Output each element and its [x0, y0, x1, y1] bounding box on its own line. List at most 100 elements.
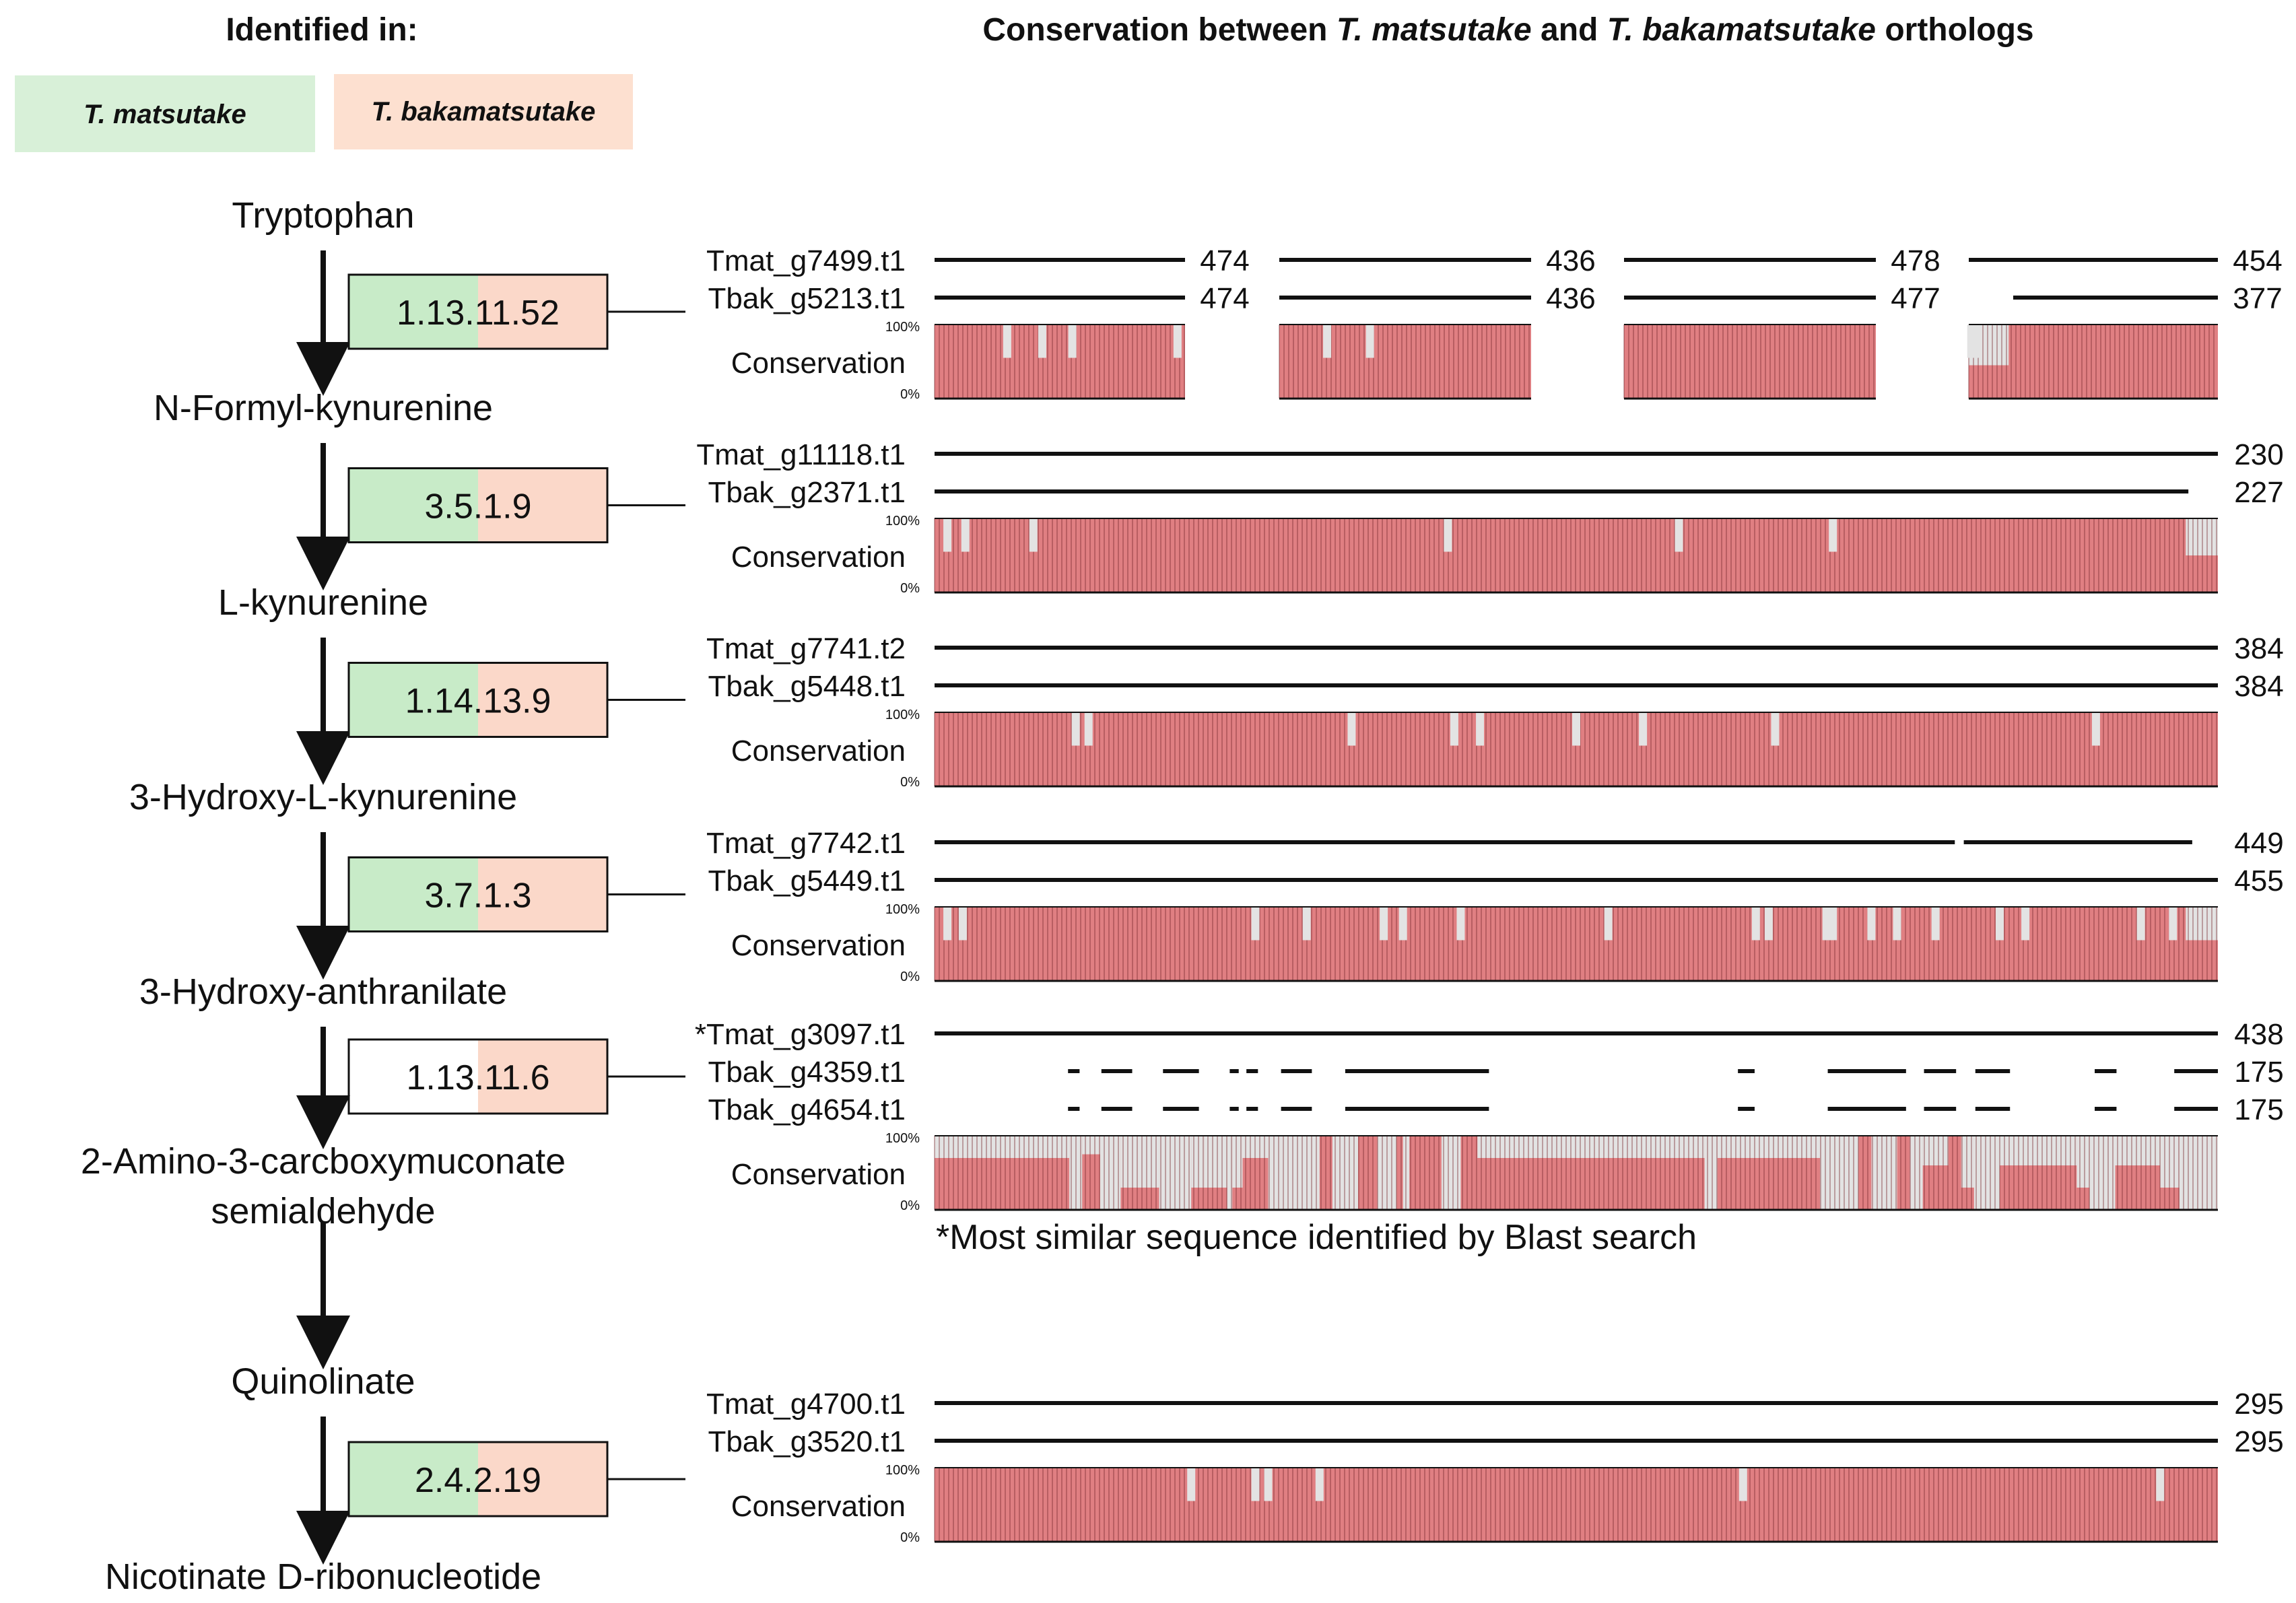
alignment-panel: Tmat_g7742.t1 449 Tbak_g5449.t1 455 Conserva…	[706, 827, 2284, 984]
scale-bottom-label: 0%	[900, 969, 920, 984]
compound-label: Nicotinate D-ribonucleotide	[105, 1557, 541, 1597]
enzyme-box-peach-fill	[478, 468, 607, 543]
sequence-length-label: 438	[2234, 1018, 2283, 1051]
conservation-dip	[943, 518, 952, 552]
sequence-id-label: Tmat_g7499.t1	[706, 244, 906, 277]
enzyme-ec-label: 1.13.11.52	[397, 294, 560, 333]
conservation-dip	[1315, 1468, 1324, 1501]
conservation-gap	[1922, 1136, 1949, 1165]
conservation-gap	[1704, 1136, 1718, 1210]
compound-label: N-Formyl-kynurenine	[154, 388, 493, 428]
sequence-id-label: Tbak_g4359.t1	[708, 1056, 906, 1089]
conservation-dip	[1476, 712, 1485, 746]
sequence-id-label: Tbak_g5449.t1	[708, 864, 906, 897]
enzyme-box-green-fill	[349, 1442, 478, 1516]
enzyme-ec-label: 1.14.13.9	[405, 682, 551, 721]
conservation-dip	[1822, 907, 1831, 941]
conservation-gap	[1268, 1136, 1281, 1210]
conservation-gap	[2186, 518, 2218, 555]
scale-top-label: 100%	[885, 320, 920, 335]
sequence-id-label: Tbak_g5213.t1	[708, 282, 906, 315]
sequence-length-label: 477	[1891, 282, 1940, 315]
compound-label: L-kynurenine	[218, 582, 428, 623]
conservation-dip	[1365, 325, 1374, 358]
conservation-dip	[1931, 907, 1940, 941]
conservation-dip	[1604, 907, 1613, 941]
sequence-length-label: 377	[2233, 282, 2282, 315]
legend-label-bakamatsutake: T. bakamatsutake	[372, 97, 596, 127]
conservation-gap	[2089, 1136, 2116, 1210]
sequence-length-label: 295	[2234, 1388, 2283, 1421]
enzyme-box-green-fill	[349, 468, 478, 543]
conservation-label: Conservation	[731, 541, 906, 574]
conservation-gap	[1961, 1136, 1974, 1188]
conservation-dip	[1675, 518, 1683, 552]
enzyme-box-peach-fill	[478, 1039, 607, 1114]
conservation-heading-prefix: Conservation between	[982, 12, 1336, 48]
sequence-length-label: 449	[2234, 827, 2283, 860]
alignment-panel: *Tmat_g3097.t1 438 Tbak_g4359.t1 175 Tbak_g4…	[695, 1018, 2284, 1213]
conservation-dip	[1323, 325, 1332, 358]
legend-swatch-matsutake	[15, 75, 315, 152]
conservation-gap	[1871, 1136, 1897, 1210]
conservation-gap	[1227, 1136, 1233, 1210]
conservation-dip	[958, 907, 967, 941]
conservation-heading-species-a: T. matsutake	[1337, 12, 1532, 48]
sequence-length-label: 474	[1200, 282, 1249, 315]
conservation-dip	[1450, 712, 1458, 746]
conservation-dip	[1771, 712, 1780, 746]
conservation-dip	[1764, 907, 1773, 941]
enzyme-box-green-fill	[349, 275, 478, 349]
conservation-dip	[1029, 518, 1038, 552]
sequence-length-label: 227	[2234, 476, 2283, 509]
conservation-dip	[2156, 1468, 2165, 1501]
compound-label: 2-Amino-3-carcboxymuconate	[81, 1141, 566, 1182]
conservation-dip	[1738, 1468, 1747, 1501]
sequence-id-label: Tmat_g7742.t1	[706, 827, 906, 860]
sequence-id-label: *Tmat_g3097.t1	[695, 1018, 906, 1051]
legend: T. matsutake T. bakamatsutake	[15, 74, 633, 152]
conservation-dip	[961, 518, 970, 552]
pathway: Tryptophan N-Formyl-kynurenine L-kynurenin…	[81, 195, 685, 1597]
conservation-dip	[1995, 907, 2004, 941]
scale-bottom-label: 0%	[900, 581, 920, 596]
conservation-dip	[1829, 907, 1837, 941]
enzyme-box: 1.14.13.9	[347, 662, 685, 738]
enzyme-box-green-fill	[349, 662, 478, 737]
enzyme-box: 3.7.1.3	[347, 856, 685, 932]
conservation-dip	[2136, 907, 2145, 941]
compound-label: 3-Hydroxy-L-kynurenine	[129, 777, 517, 817]
conservation-dip	[943, 907, 952, 941]
conservation-gap	[1999, 1136, 2077, 1165]
conservation-dip	[1751, 907, 1760, 941]
conservation-dip	[1302, 907, 1311, 941]
conservation-dip	[1893, 907, 1901, 941]
identified-in-heading: Identified in:	[226, 12, 417, 48]
conservation-dip	[1264, 1468, 1273, 1501]
enzyme-box-peach-fill	[478, 662, 607, 737]
conservation-plot-area	[935, 325, 1185, 399]
scale-top-label: 100%	[885, 1131, 920, 1146]
compound-label: Quinolinate	[231, 1361, 415, 1402]
scale-bottom-label: 0%	[900, 775, 920, 790]
scale-bottom-label: 0%	[900, 1530, 920, 1545]
conservation-heading: Conservation between T. matsutake and T.…	[982, 12, 2033, 48]
conservation-panels: Tmat_g7499.t1 474 436 478 454 Tbak_g5213.t1 47…	[695, 244, 2284, 1545]
alignment-panel: Tmat_g11118.t1 230 Tbak_g2371.t1 227 Conserv…	[696, 438, 2283, 596]
conservation-dip	[1071, 712, 1080, 746]
compound-label: 3-Hydroxy-anthranilate	[139, 971, 507, 1012]
conservation-gap	[1082, 1136, 1100, 1155]
sequence-id-label: Tbak_g2371.t1	[708, 476, 906, 509]
conservation-dip	[1187, 1468, 1196, 1501]
conservation-heading-suffix: orthologs	[1876, 12, 2034, 48]
alignment-panel: Tmat_g4700.t1 295 Tbak_g3520.t1 295 Conserva…	[706, 1388, 2284, 1545]
conservation-heading-species-b: T. bakamatsutake	[1607, 12, 1876, 48]
conservation-dip	[1347, 712, 1356, 746]
conservation-label: Conservation	[731, 347, 906, 380]
conservation-gap	[1973, 1136, 2000, 1210]
conservation-gap	[1477, 1136, 1705, 1158]
alignment-panel: Tmat_g7741.t2 384 Tbak_g5448.t1 384 Conserva…	[706, 632, 2284, 790]
sequence-id-label: Tmat_g11118.t1	[696, 438, 906, 471]
compound-label: Tryptophan	[232, 195, 414, 236]
